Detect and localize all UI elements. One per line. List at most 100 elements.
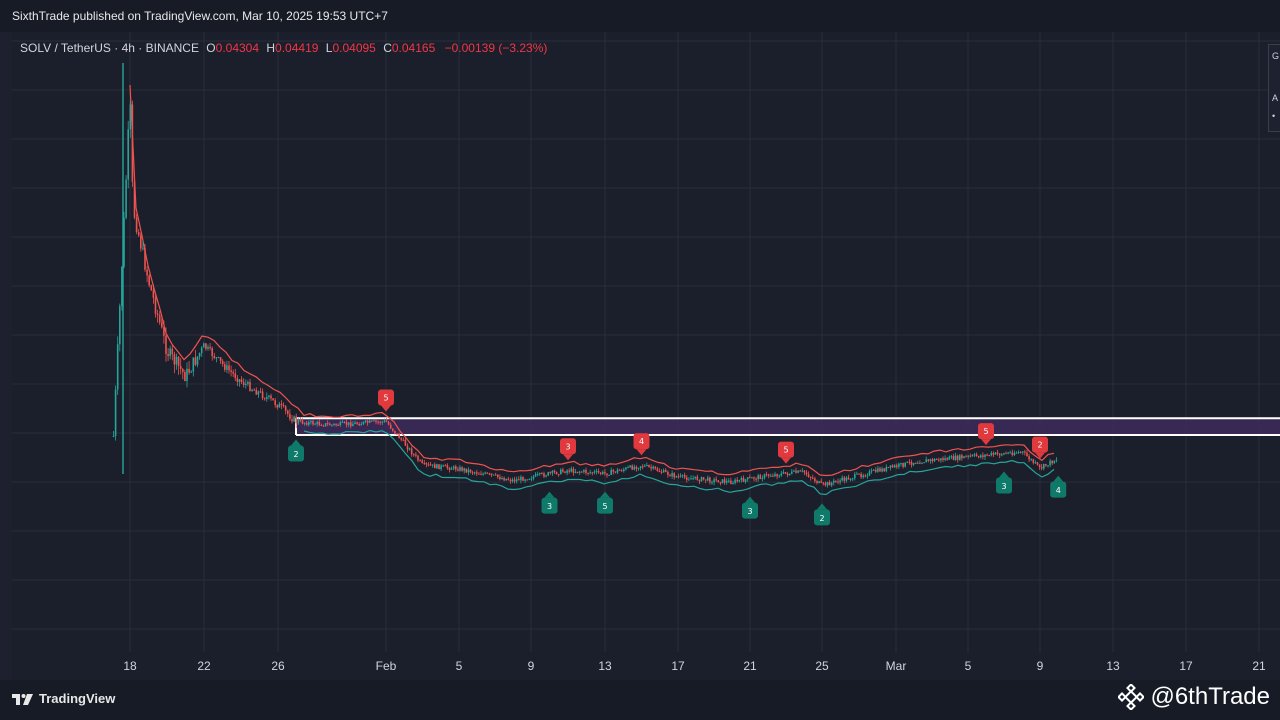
watermark-handle: @6thTrade bbox=[1118, 683, 1270, 711]
candle-body bbox=[266, 396, 268, 399]
candle-body bbox=[276, 404, 279, 408]
candle-body bbox=[681, 475, 684, 477]
sell-signal-marker[interactable]: 4 bbox=[633, 433, 650, 456]
candle-body bbox=[150, 285, 153, 291]
candle-body bbox=[799, 470, 801, 472]
buy-signal-marker[interactable]: 2 bbox=[814, 503, 830, 526]
candle-body bbox=[484, 472, 486, 474]
candle-body bbox=[709, 477, 711, 483]
time-axis[interactable]: 18 22 26 Feb 5 9 13 17 21 25 Mar 5 9 13 17 21 bbox=[12, 652, 1280, 680]
candle-body bbox=[177, 356, 180, 366]
candle-body bbox=[394, 430, 396, 434]
candle-body bbox=[347, 422, 350, 425]
candle-body bbox=[1055, 459, 1058, 461]
candle-body bbox=[448, 467, 451, 470]
candle-body bbox=[308, 421, 310, 425]
candle-body bbox=[952, 456, 955, 460]
candle-body bbox=[163, 327, 165, 336]
trailing-stop-upper-line bbox=[129, 84, 1055, 477]
candle-body bbox=[593, 471, 596, 473]
candle-body bbox=[812, 477, 814, 479]
candle-body bbox=[757, 475, 759, 480]
candle-body bbox=[452, 466, 455, 469]
time-axis-tick: 18 bbox=[123, 659, 137, 673]
candle-body bbox=[795, 470, 797, 473]
candle-body bbox=[335, 423, 337, 425]
candle-body bbox=[736, 479, 738, 482]
candle-body bbox=[602, 471, 604, 474]
candle-body bbox=[547, 472, 549, 476]
candle-body bbox=[232, 371, 234, 374]
sell-signal-marker[interactable]: 5 bbox=[978, 423, 994, 446]
candle-body bbox=[597, 470, 600, 473]
chart-pane[interactable]: 2 5 3 3 5 4 3 5 2 5 3 2 4 bbox=[12, 32, 1280, 652]
sell-signal-marker[interactable]: 2 bbox=[1032, 436, 1048, 459]
buy-signal-pointer bbox=[1053, 475, 1064, 482]
candle-body bbox=[354, 422, 356, 424]
sell-signal-marker[interactable]: 5 bbox=[378, 389, 394, 412]
trailing-stop-lower-line bbox=[303, 429, 1055, 496]
candle-body bbox=[667, 471, 669, 475]
candle-body bbox=[925, 459, 927, 463]
low-label: L bbox=[325, 41, 333, 55]
candle-body bbox=[942, 458, 944, 461]
buy-signal-marker[interactable]: 5 bbox=[597, 491, 613, 514]
change-value: −0.00139 (−3.23%) bbox=[444, 41, 548, 55]
candle-body bbox=[784, 472, 787, 474]
price-chart[interactable]: 2 5 3 3 5 4 3 5 2 5 3 2 4 bbox=[12, 32, 1280, 652]
time-axis-tick: Mar bbox=[885, 659, 907, 673]
candle-body bbox=[469, 469, 472, 473]
candle-body bbox=[595, 470, 598, 472]
time-axis-tick: 22 bbox=[197, 659, 211, 673]
candle-body bbox=[503, 477, 505, 481]
side-panel-glyph-top: G bbox=[1272, 51, 1280, 61]
time-axis-tick: 25 bbox=[815, 659, 829, 673]
buy-signal-marker[interactable]: 3 bbox=[996, 471, 1012, 494]
candle-body bbox=[142, 248, 144, 250]
candle-body bbox=[379, 421, 381, 423]
candle-body bbox=[990, 452, 993, 456]
candle-body bbox=[429, 464, 432, 466]
candle-body bbox=[849, 479, 852, 481]
sell-signal-marker[interactable]: 3 bbox=[560, 438, 576, 461]
candle-body bbox=[392, 428, 394, 431]
open-value: 0.04304 bbox=[215, 41, 260, 55]
buy-signal-marker[interactable]: 2 bbox=[288, 439, 304, 462]
candle-body bbox=[690, 478, 692, 480]
candle-body bbox=[123, 217, 125, 267]
candle-body bbox=[400, 438, 402, 440]
candle-body bbox=[360, 423, 363, 426]
candle-body bbox=[217, 357, 220, 359]
publish-header-bar: SixthTrade published on TradingView.com,… bbox=[0, 0, 1280, 32]
candle-body bbox=[268, 395, 270, 397]
candle-body bbox=[711, 482, 713, 484]
symbol-label[interactable]: SOLV / TetherUS · 4h · BINANCE bbox=[20, 41, 199, 55]
candle-body bbox=[324, 423, 327, 426]
candle-body bbox=[182, 369, 184, 373]
candle-body bbox=[528, 478, 531, 480]
side-toolbar-panel[interactable]: G A • bbox=[1268, 44, 1280, 132]
candle-body bbox=[236, 378, 239, 382]
candle-body bbox=[215, 357, 218, 359]
candle-body bbox=[749, 477, 751, 479]
candle-body bbox=[135, 217, 138, 232]
buy-signal-marker[interactable]: 4 bbox=[1050, 475, 1067, 498]
candle-body bbox=[312, 421, 314, 425]
buy-signal-marker[interactable]: 3 bbox=[742, 496, 758, 519]
candle-body bbox=[686, 477, 688, 480]
buy-signal-marker[interactable]: 3 bbox=[541, 491, 558, 514]
candle-body bbox=[417, 455, 419, 461]
candle-body bbox=[371, 420, 373, 422]
candle-body bbox=[127, 129, 129, 180]
candle-body bbox=[322, 425, 325, 427]
candle-body bbox=[358, 423, 360, 426]
candle-body bbox=[446, 465, 449, 468]
candle-body bbox=[826, 482, 829, 486]
buy-signal-label: 3 bbox=[547, 502, 552, 511]
candle-body bbox=[996, 452, 999, 454]
candle-body bbox=[257, 391, 260, 395]
sell-signal-marker[interactable]: 5 bbox=[778, 441, 794, 464]
sell-signal-pointer bbox=[636, 449, 647, 456]
candle-body bbox=[904, 462, 906, 467]
tradingview-logo[interactable]: TradingView bbox=[12, 691, 115, 706]
